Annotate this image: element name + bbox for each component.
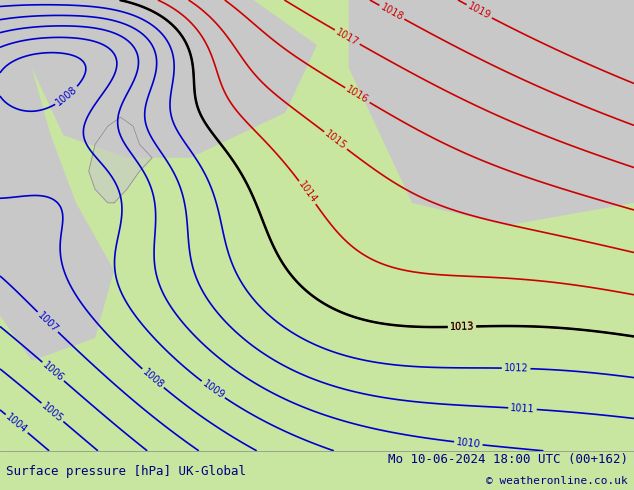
- Polygon shape: [0, 0, 114, 361]
- Text: 1016: 1016: [344, 85, 370, 106]
- Text: Mo 10-06-2024 18:00 UTC (00+162): Mo 10-06-2024 18:00 UTC (00+162): [387, 453, 628, 466]
- Text: 1004: 1004: [4, 412, 29, 435]
- Text: 1007: 1007: [36, 310, 60, 334]
- Text: 1010: 1010: [456, 437, 481, 450]
- Text: 1009: 1009: [200, 378, 226, 401]
- Polygon shape: [89, 117, 152, 203]
- Text: 1013: 1013: [450, 321, 474, 332]
- Text: 1019: 1019: [466, 1, 493, 22]
- Text: 1008: 1008: [140, 367, 165, 390]
- Text: 1013: 1013: [450, 321, 474, 332]
- Text: © weatheronline.co.uk: © weatheronline.co.uk: [486, 476, 628, 486]
- Text: 1017: 1017: [334, 26, 361, 48]
- Text: 1008: 1008: [55, 85, 79, 108]
- Text: 1005: 1005: [40, 400, 65, 424]
- Text: 1015: 1015: [323, 129, 348, 152]
- Text: 1012: 1012: [503, 363, 529, 373]
- Text: Surface pressure [hPa] UK-Global: Surface pressure [hPa] UK-Global: [6, 465, 247, 478]
- Text: 1014: 1014: [296, 180, 319, 205]
- Text: 1018: 1018: [378, 2, 405, 23]
- Text: 1006: 1006: [41, 360, 66, 383]
- Polygon shape: [349, 0, 634, 225]
- Text: 1011: 1011: [510, 403, 535, 415]
- Polygon shape: [0, 0, 317, 158]
